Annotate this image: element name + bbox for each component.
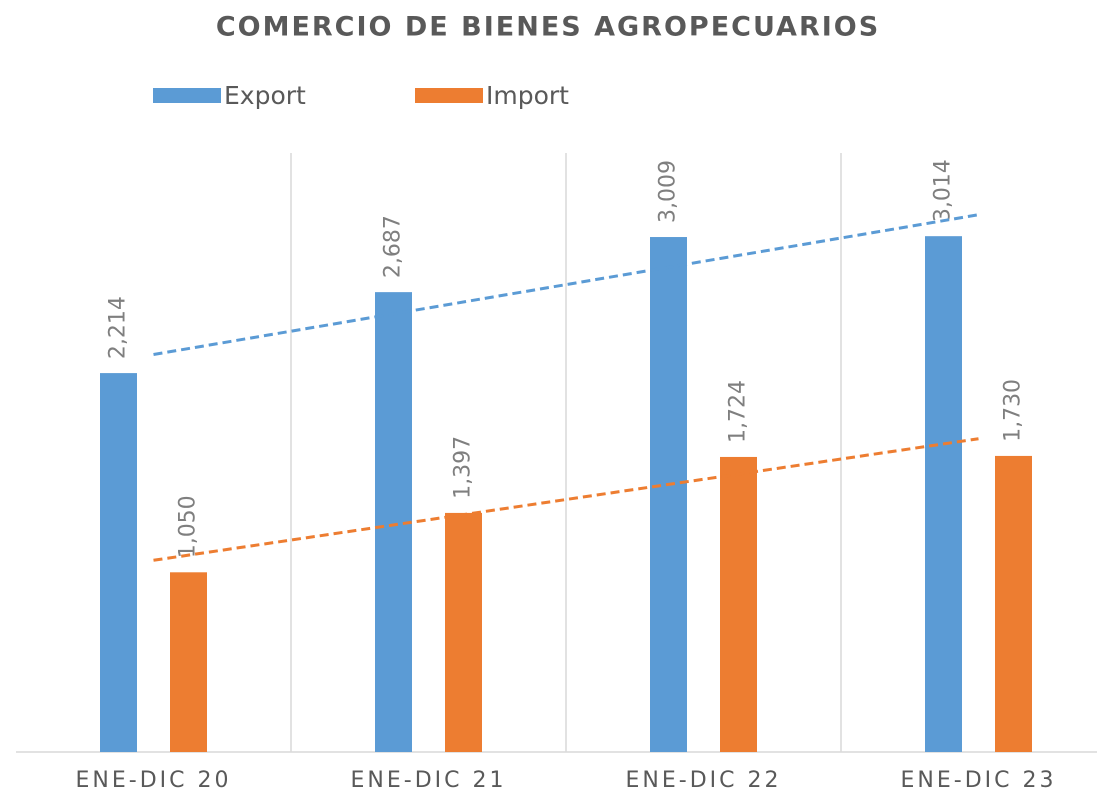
x-tick-label: ENE-DIC 23 [901, 768, 1057, 793]
x-tick-label: ENE-DIC 21 [351, 768, 507, 793]
data-label: 1,397 [451, 436, 476, 499]
bar [170, 572, 207, 752]
data-label: 3,014 [931, 159, 956, 222]
data-label: 2,687 [381, 215, 406, 278]
data-label: 3,009 [656, 160, 681, 223]
legend-swatch [415, 88, 483, 103]
data-label: 1,730 [1001, 379, 1026, 442]
x-tick-label: ENE-DIC 20 [76, 768, 232, 793]
bar [925, 236, 962, 753]
chart-title: COMERCIO DE BIENES AGROPECUARIOS [216, 12, 880, 43]
data-label: 1,050 [176, 495, 201, 558]
bar [720, 456, 757, 752]
bar [100, 373, 137, 752]
legend-label: Import [486, 81, 569, 110]
data-label: 1,724 [726, 380, 751, 443]
legend-label: Export [224, 81, 306, 110]
trendline [153, 437, 979, 562]
bar [995, 455, 1032, 752]
bar [445, 512, 482, 752]
bar [650, 237, 687, 753]
data-label: 2,214 [106, 296, 131, 359]
legend-swatch [153, 88, 221, 103]
x-tick-label: ENE-DIC 22 [626, 768, 782, 793]
